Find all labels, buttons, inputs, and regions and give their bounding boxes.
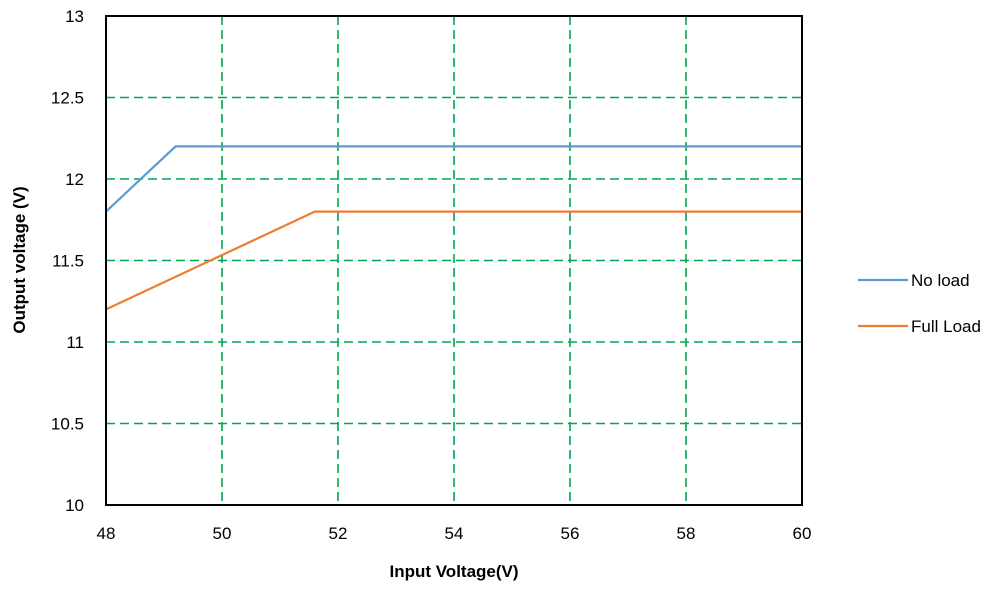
x-tick-label: 58 <box>677 524 696 543</box>
x-tick-label: 52 <box>329 524 348 543</box>
x-tick-label: 56 <box>561 524 580 543</box>
x-tick-label: 60 <box>793 524 812 543</box>
x-tick-label: 50 <box>213 524 232 543</box>
y-tick-label: 10 <box>65 496 84 515</box>
series-lines <box>105 145 802 311</box>
y-tick-labels: 10 10.5 11 11.5 12 12.5 13 <box>51 7 84 515</box>
y-tick-label: 11 <box>66 333 84 352</box>
legend-label-no-load: No load <box>911 271 970 290</box>
x-tick-labels: 48 50 52 54 56 58 60 <box>97 524 812 543</box>
x-axis-title: Input Voltage(V) <box>389 562 518 581</box>
legend: No load Full Load <box>858 271 981 336</box>
y-tick-label: 13 <box>65 7 84 26</box>
x-tick-label: 54 <box>445 524 464 543</box>
y-tick-label: 12 <box>65 170 84 189</box>
legend-label-full-load: Full Load <box>911 317 981 336</box>
y-tick-label: 10.5 <box>51 415 84 434</box>
grid <box>106 16 802 505</box>
x-tick-label: 48 <box>97 524 116 543</box>
y-tick-label: 12.5 <box>51 89 84 108</box>
series-line-full-load <box>105 210 802 311</box>
y-axis-title: Output voltage (V) <box>10 186 29 333</box>
plot-area-border <box>105 15 803 506</box>
series-line-no-load <box>105 145 802 213</box>
y-tick-label: 11.5 <box>52 252 84 271</box>
